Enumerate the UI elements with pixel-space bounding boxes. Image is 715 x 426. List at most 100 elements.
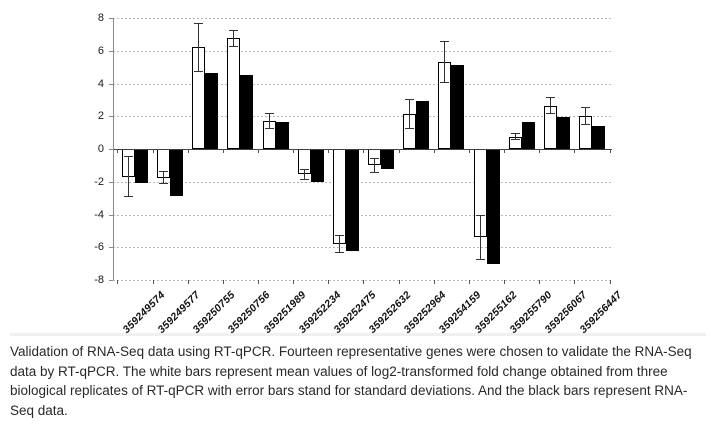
error-bar-stem — [233, 30, 235, 47]
error-bar-stem — [163, 171, 165, 185]
caption-line: data by RT-qPCR. The white bars represen… — [10, 363, 668, 379]
error-bar — [405, 99, 415, 129]
x-tick-mark — [574, 280, 576, 284]
figure-caption: Validation of RNA-Seq data using RT-qPCR… — [10, 342, 710, 420]
x-tick-mark — [468, 149, 470, 153]
y-tick-mark — [109, 181, 113, 183]
x-tick-mark — [258, 149, 260, 153]
error-bar — [475, 215, 485, 260]
bar-rnaseq-black — [521, 121, 535, 149]
error-bar-stem — [514, 133, 516, 140]
x-tick-mark — [152, 280, 154, 284]
caption-line: Validation of RNA-Seq data using RT-qPCR… — [10, 344, 692, 359]
y-tick-mark — [109, 18, 113, 19]
bar-rnaseq-black — [591, 126, 605, 149]
gridline — [113, 280, 612, 281]
y-tick-mark — [109, 247, 113, 249]
error-bar-stem — [409, 99, 411, 129]
error-bar — [229, 30, 239, 47]
y-axis-line — [113, 18, 114, 280]
bar-rnaseq-black — [275, 121, 289, 149]
y-tick-label: 8 — [97, 12, 104, 24]
gridline — [113, 116, 612, 118]
x-tick-mark — [398, 280, 400, 284]
y-tick-mark — [109, 116, 113, 118]
bar-rnaseq-black — [170, 149, 184, 196]
y-tick-label: 6 — [97, 44, 104, 57]
error-bar-stem — [549, 97, 551, 114]
error-bar-stem — [128, 156, 129, 198]
error-bar-stem — [374, 158, 376, 173]
y-tick-mark — [109, 280, 113, 281]
y-tick-mark — [109, 83, 113, 85]
error-bar-stem — [198, 22, 200, 73]
x-tick-mark — [363, 280, 365, 284]
error-bar — [510, 133, 520, 140]
x-tick-mark — [468, 280, 470, 284]
error-bar — [299, 168, 309, 181]
error-bar — [334, 234, 344, 253]
figure-bottom-edge — [10, 333, 706, 336]
bar-rnaseq-black — [486, 149, 500, 265]
bar-rnaseq-black — [205, 72, 219, 149]
gridline — [113, 83, 612, 85]
error-bar-stem — [479, 215, 481, 260]
error-bar — [580, 107, 590, 126]
x-tick-mark — [609, 149, 611, 153]
bar-rnaseq-black — [556, 117, 570, 149]
x-tick-mark — [328, 280, 330, 284]
plot-area — [113, 18, 612, 284]
x-tick-mark — [117, 149, 119, 153]
bar-rtqpcr-white — [227, 38, 241, 149]
error-bar — [194, 22, 204, 73]
y-tick-mark — [109, 50, 113, 52]
y-tick-label: 4 — [97, 77, 104, 90]
x-tick-mark — [574, 149, 576, 153]
caption-line: Seq data. — [10, 402, 68, 418]
gridline — [113, 181, 612, 183]
y-tick-label: -4 — [94, 208, 104, 221]
error-bar-stem — [584, 107, 586, 126]
bar-rnaseq-black — [416, 100, 430, 149]
bar-rnaseq-black — [310, 149, 324, 182]
x-tick-mark — [152, 149, 154, 153]
bar-rnaseq-black — [451, 64, 465, 149]
x-tick-mark — [433, 149, 435, 153]
error-bar — [545, 97, 555, 114]
bar-rnaseq-black — [240, 75, 254, 149]
y-tick-mark — [109, 214, 113, 216]
bar-rnaseq-black — [345, 149, 359, 251]
error-bar — [440, 40, 450, 84]
bar-rtqpcr-white — [332, 149, 346, 244]
x-tick-mark — [258, 280, 260, 284]
x-tick-mark — [504, 149, 506, 153]
x-tick-mark — [293, 280, 295, 284]
error-bar-stem — [303, 168, 305, 181]
x-tick-mark — [539, 280, 541, 284]
y-tick-label: 0 — [97, 143, 104, 155]
x-tick-mark — [293, 149, 295, 153]
x-tick-mark — [433, 280, 435, 284]
x-tick-mark — [539, 149, 541, 153]
gridline — [113, 247, 612, 249]
x-axis-zero-line — [113, 149, 612, 150]
y-tick-mark — [109, 149, 113, 150]
gridline — [113, 18, 612, 19]
x-tick-mark — [504, 280, 506, 284]
error-bar-stem — [268, 112, 270, 130]
y-tick-label: 2 — [97, 110, 104, 123]
x-tick-mark — [117, 280, 119, 284]
error-bar-stem — [444, 40, 446, 84]
caption-line: biological replicates of RT-qPCR with er… — [10, 383, 688, 398]
gridline — [113, 214, 612, 216]
bar-rnaseq-black — [381, 149, 395, 170]
x-tick-mark — [398, 149, 400, 153]
y-tick-label: -6 — [94, 241, 104, 254]
gridline — [113, 50, 612, 52]
y-tick-label: -2 — [94, 175, 104, 188]
bar-chart-figure: 8 6 4 2 0 -2 -4 -6 -8 359249574 359249577 35925075… — [94, 12, 625, 336]
x-tick-mark — [222, 149, 224, 153]
x-tick-mark — [328, 149, 330, 153]
error-bar — [264, 112, 274, 130]
